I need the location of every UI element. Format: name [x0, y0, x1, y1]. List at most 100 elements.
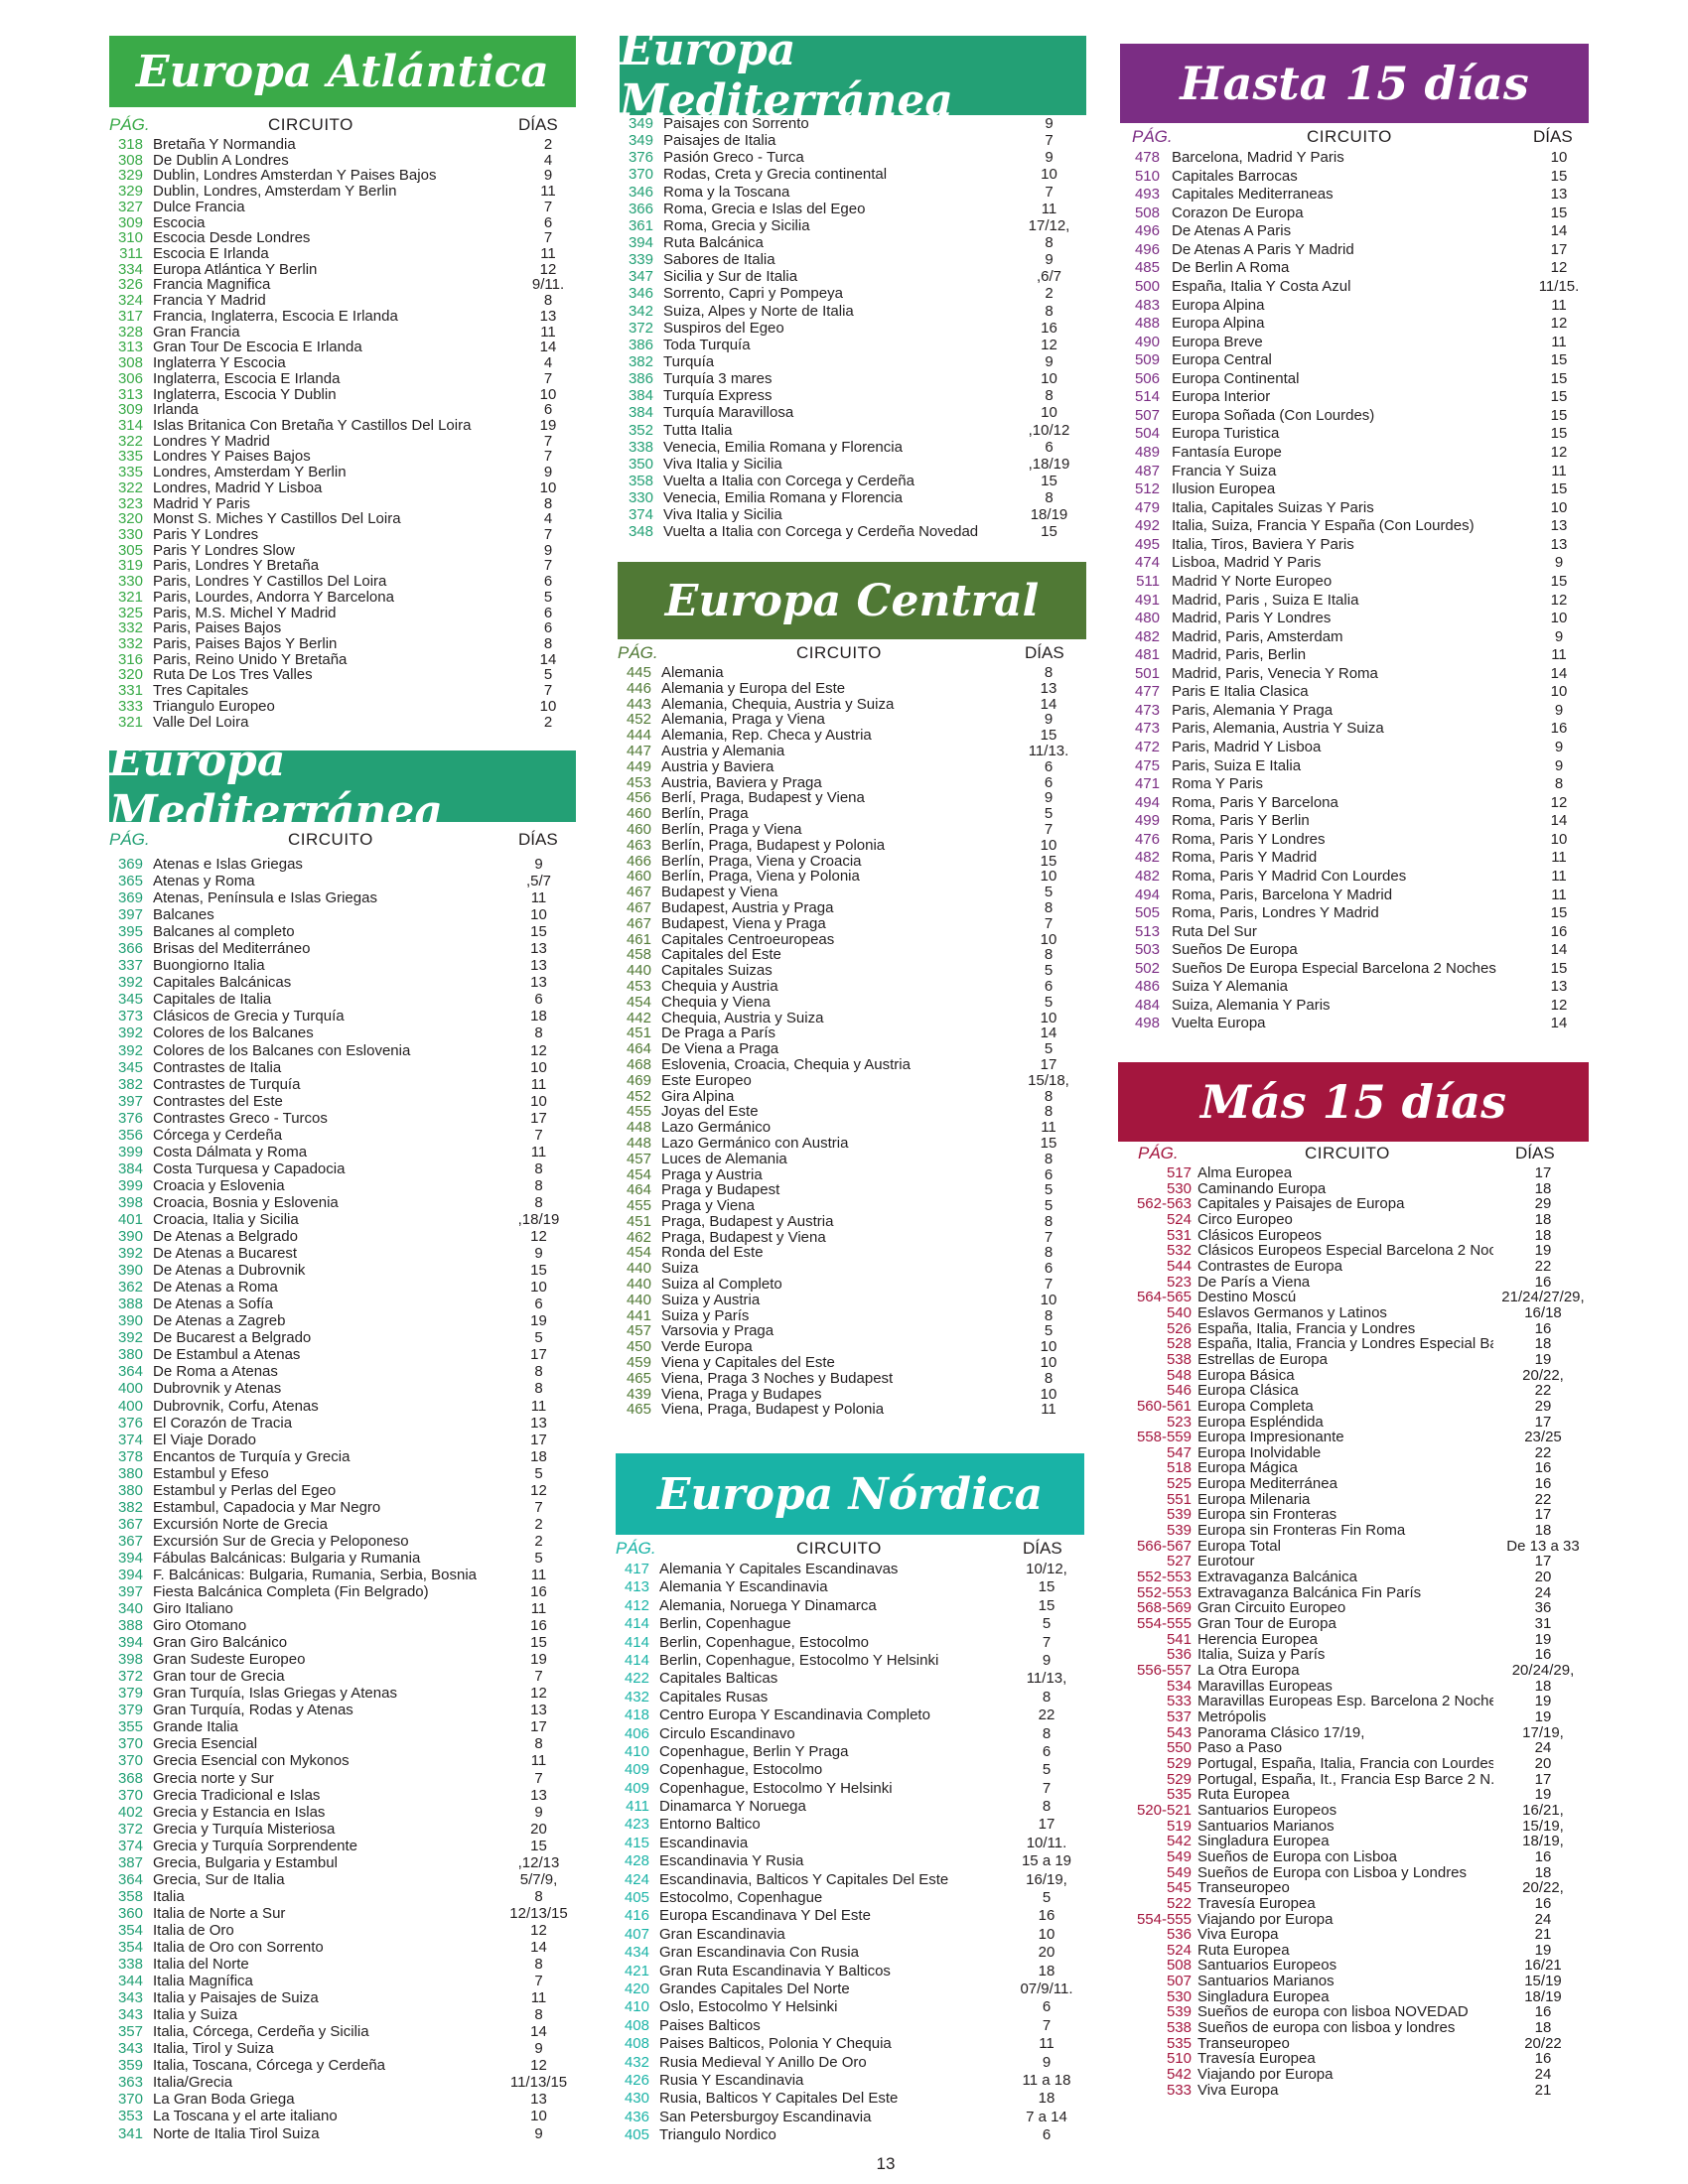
circuit-row: 327 Dulce Francia 7	[109, 200, 576, 215]
circuit-name: Paris, Londres Y Castillos Del Loira	[153, 574, 387, 590]
circuit-days: 8	[1044, 1151, 1054, 1167]
circuit-days: 8	[534, 1193, 543, 1211]
circuit-name: Europa Alpina	[1172, 315, 1265, 333]
circuit-days: 9	[1042, 1651, 1052, 1669]
circuit-row: 355 Grande Italia 17	[109, 1718, 576, 1735]
circuit-days: 17	[530, 1346, 547, 1364]
page-ref: 387	[117, 1853, 143, 1871]
circuit-row: 345 Capitales de Italia 6	[109, 991, 576, 1008]
circuit-name: Berlín, Praga y Viena	[661, 821, 802, 838]
circuit-name: Norte de Italia Tirol Suiza	[153, 2124, 320, 2142]
circuit-name: Roma, Paris Y Londres	[1172, 830, 1326, 848]
circuit-row: 499 Roma, Paris Y Berlin 14	[1120, 812, 1589, 831]
circuit-name: Islas Britanica Con Bretaña Y Castillos …	[153, 417, 472, 434]
page-ref: 338	[117, 1956, 143, 1974]
circuit-days: 6	[543, 605, 553, 621]
circuit-days: 16	[1534, 2004, 1552, 2021]
circuit-row: 467 Budapest, Viena y Praga 7	[618, 916, 1086, 932]
circuit-days: 6	[543, 574, 553, 590]
circuit-row: 394 Gran Giro Balcánico 15	[109, 1634, 576, 1651]
page-ref: 397	[117, 1583, 143, 1601]
circuit-days: ,18/19	[1028, 455, 1070, 473]
circuit-days: 15	[530, 1262, 547, 1280]
circuit-name: Gran tour de Grecia	[153, 1668, 285, 1686]
circuit-row: 524 Circo Europeo 18	[1118, 1212, 1589, 1228]
circuit-name: De Viena a Praga	[661, 1041, 779, 1057]
circuit-name: Contrastes de Italia	[153, 1058, 282, 1076]
page-ref: 309	[117, 214, 143, 231]
page-ref: 494	[1134, 793, 1160, 811]
circuit-row: 335 Londres Y Paises Bajos 7	[109, 449, 576, 465]
circuit-name: Grecia, Bulgaria y Estambul	[153, 1853, 338, 1871]
circuit-row: 356 Córcega y Cerdeña 7	[109, 1127, 576, 1144]
circuit-name: Madrid, Paris, Amsterdam	[1172, 627, 1343, 645]
page-ref: 386	[628, 370, 653, 388]
circuit-name: Berlín, Praga, Budapest y Polonia	[661, 837, 886, 854]
circuit-name: Viena, Praga, Budapest y Polonia	[661, 1402, 885, 1419]
circuit-name: Escocia	[153, 214, 206, 231]
page-ref: 446	[626, 680, 651, 697]
circuit-row: 434 Gran Escandinavia Con Rusia 20	[616, 1944, 1084, 1962]
circuit-row: 466 Berlín, Praga, Viena y Croacia 15	[618, 854, 1086, 870]
header-circuito: CIRCUITO	[1305, 1144, 1390, 1162]
circuit-name: Capitales Balcánicas	[153, 974, 292, 992]
circuit-row: 549 Sueños de Europa con Lisboa y Londres…	[1118, 1865, 1589, 1881]
circuit-days: 29	[1534, 1398, 1552, 1415]
circuit-days: 21	[1534, 1927, 1552, 1943]
page-ref: 501	[1134, 664, 1160, 682]
circuit-name: Brisas del Mediterráneo	[153, 940, 311, 958]
circuit-days: 11	[540, 184, 556, 200]
circuit-row: 368 Grecia norte y Sur 7	[109, 1770, 576, 1787]
circuit-row: 440 Capitales Suizas 5	[618, 963, 1086, 979]
circuit-days: 8	[1554, 775, 1564, 793]
circuit-row: 386 Turquía 3 mares 10	[620, 370, 1086, 387]
header-dias: DÍAS	[1533, 127, 1573, 146]
page-ref: 400	[117, 1397, 143, 1415]
page-ref: 370	[117, 1735, 143, 1753]
page-ref: 364	[117, 1870, 143, 1888]
circuit-days: 16	[1041, 319, 1057, 337]
circuit-days: 20/24/29,	[1511, 1663, 1575, 1679]
circuit-row: 422 Capitales Balticas 11/13,	[616, 1670, 1084, 1688]
circuit-name: Europa Clásica	[1197, 1383, 1299, 1399]
page-ref: 462	[626, 1229, 651, 1246]
circuit-row: 536 Italia, Suiza y París 16	[1118, 1647, 1589, 1663]
circuit-row: 405 Triangulo Nordico 6	[616, 2126, 1084, 2144]
circuit-days: 18	[1038, 1962, 1055, 1979]
page-ref: 440	[626, 1261, 651, 1278]
page-ref: 566-567	[1136, 1538, 1192, 1555]
circuit-name: Viena, Praga 3 Noches y Budapest	[661, 1370, 894, 1387]
circuit-name: Grande Italia	[153, 1718, 238, 1736]
circuit-name: Portugal, España, It., Francia Esp Barce…	[1197, 1771, 1493, 1788]
circuit-row: 432 Capitales Rusas 8	[616, 1689, 1084, 1706]
circuit-name: Roma, Paris, Barcelona Y Madrid	[1172, 886, 1393, 903]
circuit-name: Santuarios Marianos	[1197, 1818, 1335, 1835]
circuit-row: 382 Turquía 9	[620, 353, 1086, 370]
page-ref: 363	[117, 2074, 143, 2092]
page-ref: 522	[1166, 1895, 1192, 1912]
circuit-row: 471 Roma Y Paris 8	[1120, 775, 1589, 794]
circuit-days: 19	[539, 417, 557, 434]
page-ref: 327	[117, 199, 143, 215]
circuit-name: Europa Completa	[1197, 1398, 1314, 1415]
circuit-days: 14	[1550, 812, 1568, 830]
page-ref: 320	[117, 667, 143, 684]
circuit-row: 490 Europa Breve 11	[1120, 334, 1589, 352]
circuit-days: 7	[534, 1126, 543, 1144]
page-ref: 474	[1134, 554, 1160, 572]
circuit-name: Italia, Tirol y Suiza	[153, 2040, 274, 2058]
section-banner: Hasta 15 días	[1120, 44, 1589, 123]
circuit-days: 9	[534, 2124, 543, 2142]
circuit-row: 386 Toda Turquía 12	[620, 337, 1086, 353]
circuit-row: 450 Verde Europa 10	[618, 1339, 1086, 1355]
circuit-days: 13	[530, 957, 547, 975]
circuit-days: 9	[534, 2040, 543, 2058]
circuit-name: Croacia y Eslovenia	[153, 1176, 285, 1194]
circuit-name: Paris Y Londres Slow	[153, 542, 295, 559]
page-ref: 493	[1134, 186, 1160, 204]
circuit-days: 9	[534, 856, 543, 873]
circuit-days: 17	[1038, 1816, 1055, 1834]
circuit-days: 9	[534, 1245, 543, 1263]
circuit-row: 370 Grecia Tradicional e Islas 13	[109, 1787, 576, 1804]
circuit-name: Sueños De Europa Especial Barcelona 2 No…	[1172, 959, 1496, 977]
